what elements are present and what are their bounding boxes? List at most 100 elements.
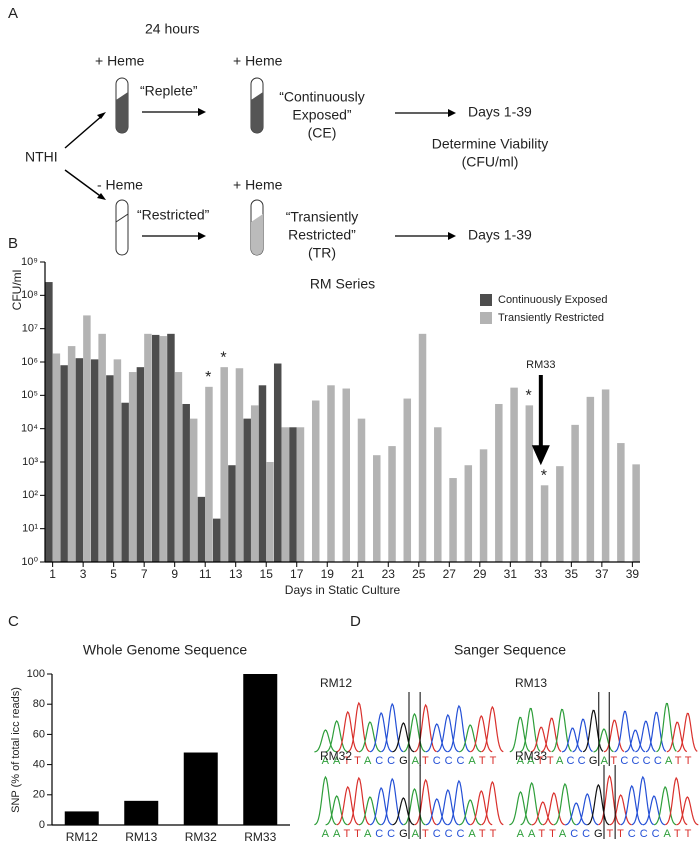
trace-peak — [481, 705, 504, 753]
bar — [601, 389, 610, 562]
trace-peak — [551, 708, 572, 753]
bar — [556, 466, 564, 562]
trace-label: RM13 — [515, 676, 547, 690]
trace-peak — [380, 702, 404, 753]
trace-peak — [414, 703, 437, 753]
trace-peak — [403, 787, 426, 826]
y-axis-label: CFU/ml — [10, 270, 24, 311]
bar — [182, 403, 190, 562]
bar — [327, 385, 335, 562]
trace-peak — [447, 704, 471, 753]
tube — [115, 77, 129, 134]
step-label: “Restricted” — [137, 207, 210, 223]
bar — [540, 485, 549, 562]
trace-peak — [314, 729, 337, 753]
trace-peak — [653, 785, 677, 826]
trace-peak — [336, 710, 359, 753]
x-tick-label: 9 — [171, 567, 178, 581]
bar — [311, 400, 320, 562]
trace-peak — [677, 712, 698, 753]
group-label: (CE) — [308, 125, 337, 141]
x-tick-label: 21 — [351, 567, 365, 581]
bar — [495, 403, 503, 562]
y-tick-label: 40 — [33, 759, 45, 771]
y-tick-label: 10⁴ — [21, 423, 38, 435]
trace-peak — [576, 793, 599, 826]
bar — [98, 333, 106, 562]
trace-peak — [380, 777, 404, 826]
x-tick-label: 7 — [141, 567, 148, 581]
trace-peak — [436, 713, 460, 753]
bar — [266, 462, 274, 562]
y-tick-label: 10¹ — [22, 523, 38, 535]
legend-label: Continuously Exposed — [498, 294, 607, 306]
trace-peak — [458, 799, 482, 826]
trace-peak — [645, 711, 667, 753]
bar — [571, 424, 579, 562]
trace-peak — [603, 719, 625, 753]
bar — [418, 333, 427, 562]
x-tick-label: 35 — [565, 567, 579, 581]
annotation: RM33 — [526, 359, 555, 371]
bar — [136, 367, 145, 562]
y-tick-label: 10⁵ — [21, 389, 38, 401]
trace-label: RM32 — [320, 749, 352, 763]
arrowhead — [198, 232, 206, 240]
x-tick-label: 15 — [260, 567, 274, 581]
y-tick-label: 80 — [33, 698, 45, 710]
arrowhead — [97, 193, 106, 200]
legend-label: Transiently Restricted — [498, 312, 604, 324]
trace-peak — [676, 796, 699, 826]
trace-peak — [347, 701, 371, 753]
trace-peak — [369, 711, 393, 753]
bar — [45, 282, 53, 562]
tube — [250, 77, 264, 134]
panel-label: D — [350, 613, 361, 630]
source-label: NTHI — [25, 149, 58, 165]
time-label: 24 hours — [145, 21, 199, 37]
y-tick-label: 100 — [27, 668, 45, 680]
bar — [273, 363, 282, 562]
trace-peak — [403, 712, 426, 753]
trace-peak — [325, 795, 348, 826]
x-tick-label: 39 — [626, 567, 640, 581]
trace-peak — [542, 792, 566, 826]
trace-peak — [347, 776, 371, 826]
condition-label: + Heme — [233, 177, 283, 193]
x-tick-label: 1 — [49, 567, 56, 581]
x-tick-label: 29 — [473, 567, 487, 581]
bar — [183, 752, 218, 825]
trace-peak — [392, 722, 415, 753]
trace-peak — [609, 794, 632, 826]
trace-label: RM12 — [320, 676, 352, 690]
arrowhead — [97, 112, 106, 119]
trace-peak — [447, 779, 471, 826]
x-tick-label: 27 — [443, 567, 457, 581]
bar — [205, 386, 213, 562]
trace-peak — [624, 729, 646, 753]
bar — [250, 405, 259, 562]
x-tick-label: 13 — [229, 567, 243, 581]
trace-peak — [509, 791, 532, 826]
x-tick-label: RM13 — [125, 830, 157, 844]
bar — [281, 427, 289, 562]
trace-peak — [470, 714, 493, 753]
trace-peak — [425, 798, 448, 826]
bar — [403, 398, 412, 562]
trace-peak — [582, 709, 604, 753]
trace-peak — [425, 723, 448, 753]
trace-peak — [572, 718, 593, 753]
group-label: (TR) — [308, 245, 336, 261]
y-tick-label: 10⁸ — [21, 289, 38, 301]
step-label: “Replete” — [140, 83, 198, 99]
bar — [617, 443, 625, 562]
tube — [250, 199, 264, 256]
y-tick-label: 10⁹ — [21, 256, 38, 268]
y-tick-label: 10³ — [22, 456, 38, 468]
panel-label: A — [8, 5, 18, 22]
trace-peak — [414, 778, 437, 826]
